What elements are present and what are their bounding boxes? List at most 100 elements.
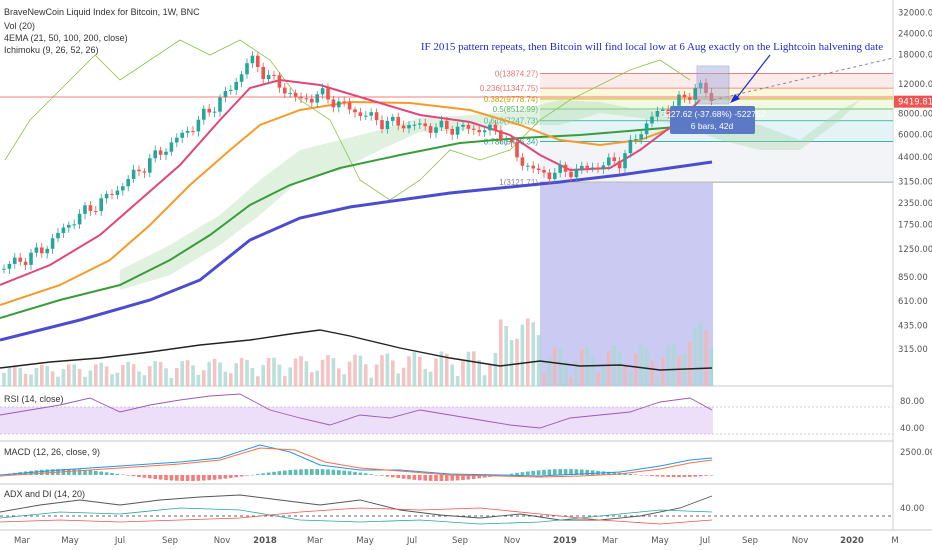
- fib-level-label: 0.382(9778.74): [484, 95, 539, 104]
- candle-body: [488, 124, 492, 131]
- candle-body: [434, 127, 438, 133]
- macd-bar: [536, 470, 541, 475]
- time-axis: Mar May Jul Sep Nov 2018 Mar May Jul Sep Nov 2019 Ma…: [14, 536, 899, 546]
- volume-bar: [499, 319, 503, 386]
- fib-level-label: 0.236(11347.75): [480, 84, 538, 93]
- price-tick: 1750.00: [898, 220, 932, 230]
- candle-body: [29, 252, 33, 265]
- macd-bar: [175, 475, 179, 481]
- candle-body: [628, 139, 633, 154]
- volume-bar: [261, 364, 265, 386]
- volume-bar: [99, 362, 103, 386]
- measure-tooltip: [670, 106, 755, 134]
- macd-bar: [628, 473, 633, 475]
- volume-bar: [347, 361, 352, 386]
- time-tick: 2019: [553, 536, 577, 546]
- macd-bar: [245, 475, 249, 476]
- volume-bar: [407, 356, 411, 386]
- volume-bar: [18, 367, 22, 386]
- fib-level-label: 0.618(7247.73): [484, 117, 539, 126]
- candle-body: [2, 268, 6, 270]
- macd-bar: [385, 475, 390, 477]
- volume-bar: [553, 348, 557, 386]
- volume-bar: [558, 349, 562, 386]
- fib-retracement[interactable]: 0(13874.27) 0.236(11347.75) 0.382(9778.74)…: [480, 69, 893, 187]
- macd-bar: [374, 474, 379, 476]
- volume-bar: [13, 365, 17, 386]
- projection-line[interactable]: [712, 57, 894, 101]
- volume-bar: [304, 361, 309, 386]
- macd-bar: [574, 469, 579, 475]
- volume-bar: [396, 373, 400, 386]
- price-axis: 32000.00 24000.00 18000.00 12000.00 9419.81 8…: [894, 9, 932, 355]
- measure-selection[interactable]: [696, 65, 730, 105]
- macd-bar: [88, 470, 93, 475]
- volume-bar: [104, 366, 109, 386]
- volume-bar: [142, 375, 147, 386]
- macd-bar: [142, 475, 147, 478]
- candle-body: [121, 186, 125, 191]
- macd-bar: [682, 475, 687, 478]
- macd-bar: [326, 469, 330, 475]
- di-minus-line: [0, 507, 713, 525]
- macd-bar: [623, 473, 627, 475]
- candle-body: [326, 88, 330, 100]
- volume-bar: [563, 360, 568, 386]
- macd-bar: [445, 475, 449, 481]
- volume-bar: [234, 363, 238, 386]
- candle-body: [277, 75, 282, 88]
- volume-bar: [488, 364, 492, 386]
- macd-bar: [40, 469, 44, 475]
- candle-body: [99, 198, 103, 212]
- candle-body: [634, 139, 638, 141]
- macd-bar: [688, 475, 692, 477]
- candle-body: [407, 124, 411, 129]
- candle-body: [185, 130, 190, 133]
- candle-body: [590, 167, 595, 169]
- volume-ma-line: [0, 329, 713, 371]
- volume-bar: [218, 362, 222, 386]
- candle-body: [148, 158, 152, 173]
- volume-bar: [185, 360, 190, 386]
- candle-body: [353, 109, 357, 113]
- volume-bar: [666, 345, 670, 386]
- candle-body: [266, 74, 271, 79]
- macd-bar: [99, 471, 103, 475]
- candle-body: [666, 109, 670, 115]
- macd-bar: [639, 475, 643, 476]
- volume-bar: [380, 355, 384, 386]
- volume-bar: [607, 350, 611, 386]
- volume-bar: [590, 355, 595, 386]
- macd-bar: [180, 475, 184, 481]
- macd-bar: [542, 469, 546, 475]
- price-tick: 24000.00: [898, 30, 932, 40]
- candle-body: [661, 109, 665, 111]
- volume-bar: [153, 361, 157, 386]
- candle-body: [553, 172, 557, 179]
- candle-body: [520, 157, 525, 166]
- volume-bar: [175, 367, 179, 386]
- time-tick: May: [651, 536, 669, 546]
- volume-bar: [77, 368, 82, 386]
- candle-body: [196, 119, 201, 132]
- macd-bar: [153, 475, 157, 480]
- rsi-label: RSI (14, close): [4, 394, 64, 404]
- candle-body: [7, 263, 12, 269]
- volume-bar: [310, 372, 314, 386]
- macd-bar: [477, 475, 481, 479]
- volume-bar: [67, 364, 71, 386]
- volume-bar: [239, 358, 244, 386]
- macd-bar: [250, 474, 255, 476]
- candle-body: [563, 164, 568, 172]
- macd-bar: [364, 473, 368, 475]
- time-tick: 2020: [840, 536, 864, 546]
- candle-body: [531, 165, 535, 169]
- candle-body: [61, 227, 66, 233]
- time-tick: Jul: [699, 536, 710, 546]
- macd-bar: [283, 470, 287, 475]
- macd-bar: [223, 475, 228, 479]
- candle-body: [315, 94, 319, 103]
- candle-body: [126, 178, 130, 187]
- volume-bar: [671, 344, 676, 386]
